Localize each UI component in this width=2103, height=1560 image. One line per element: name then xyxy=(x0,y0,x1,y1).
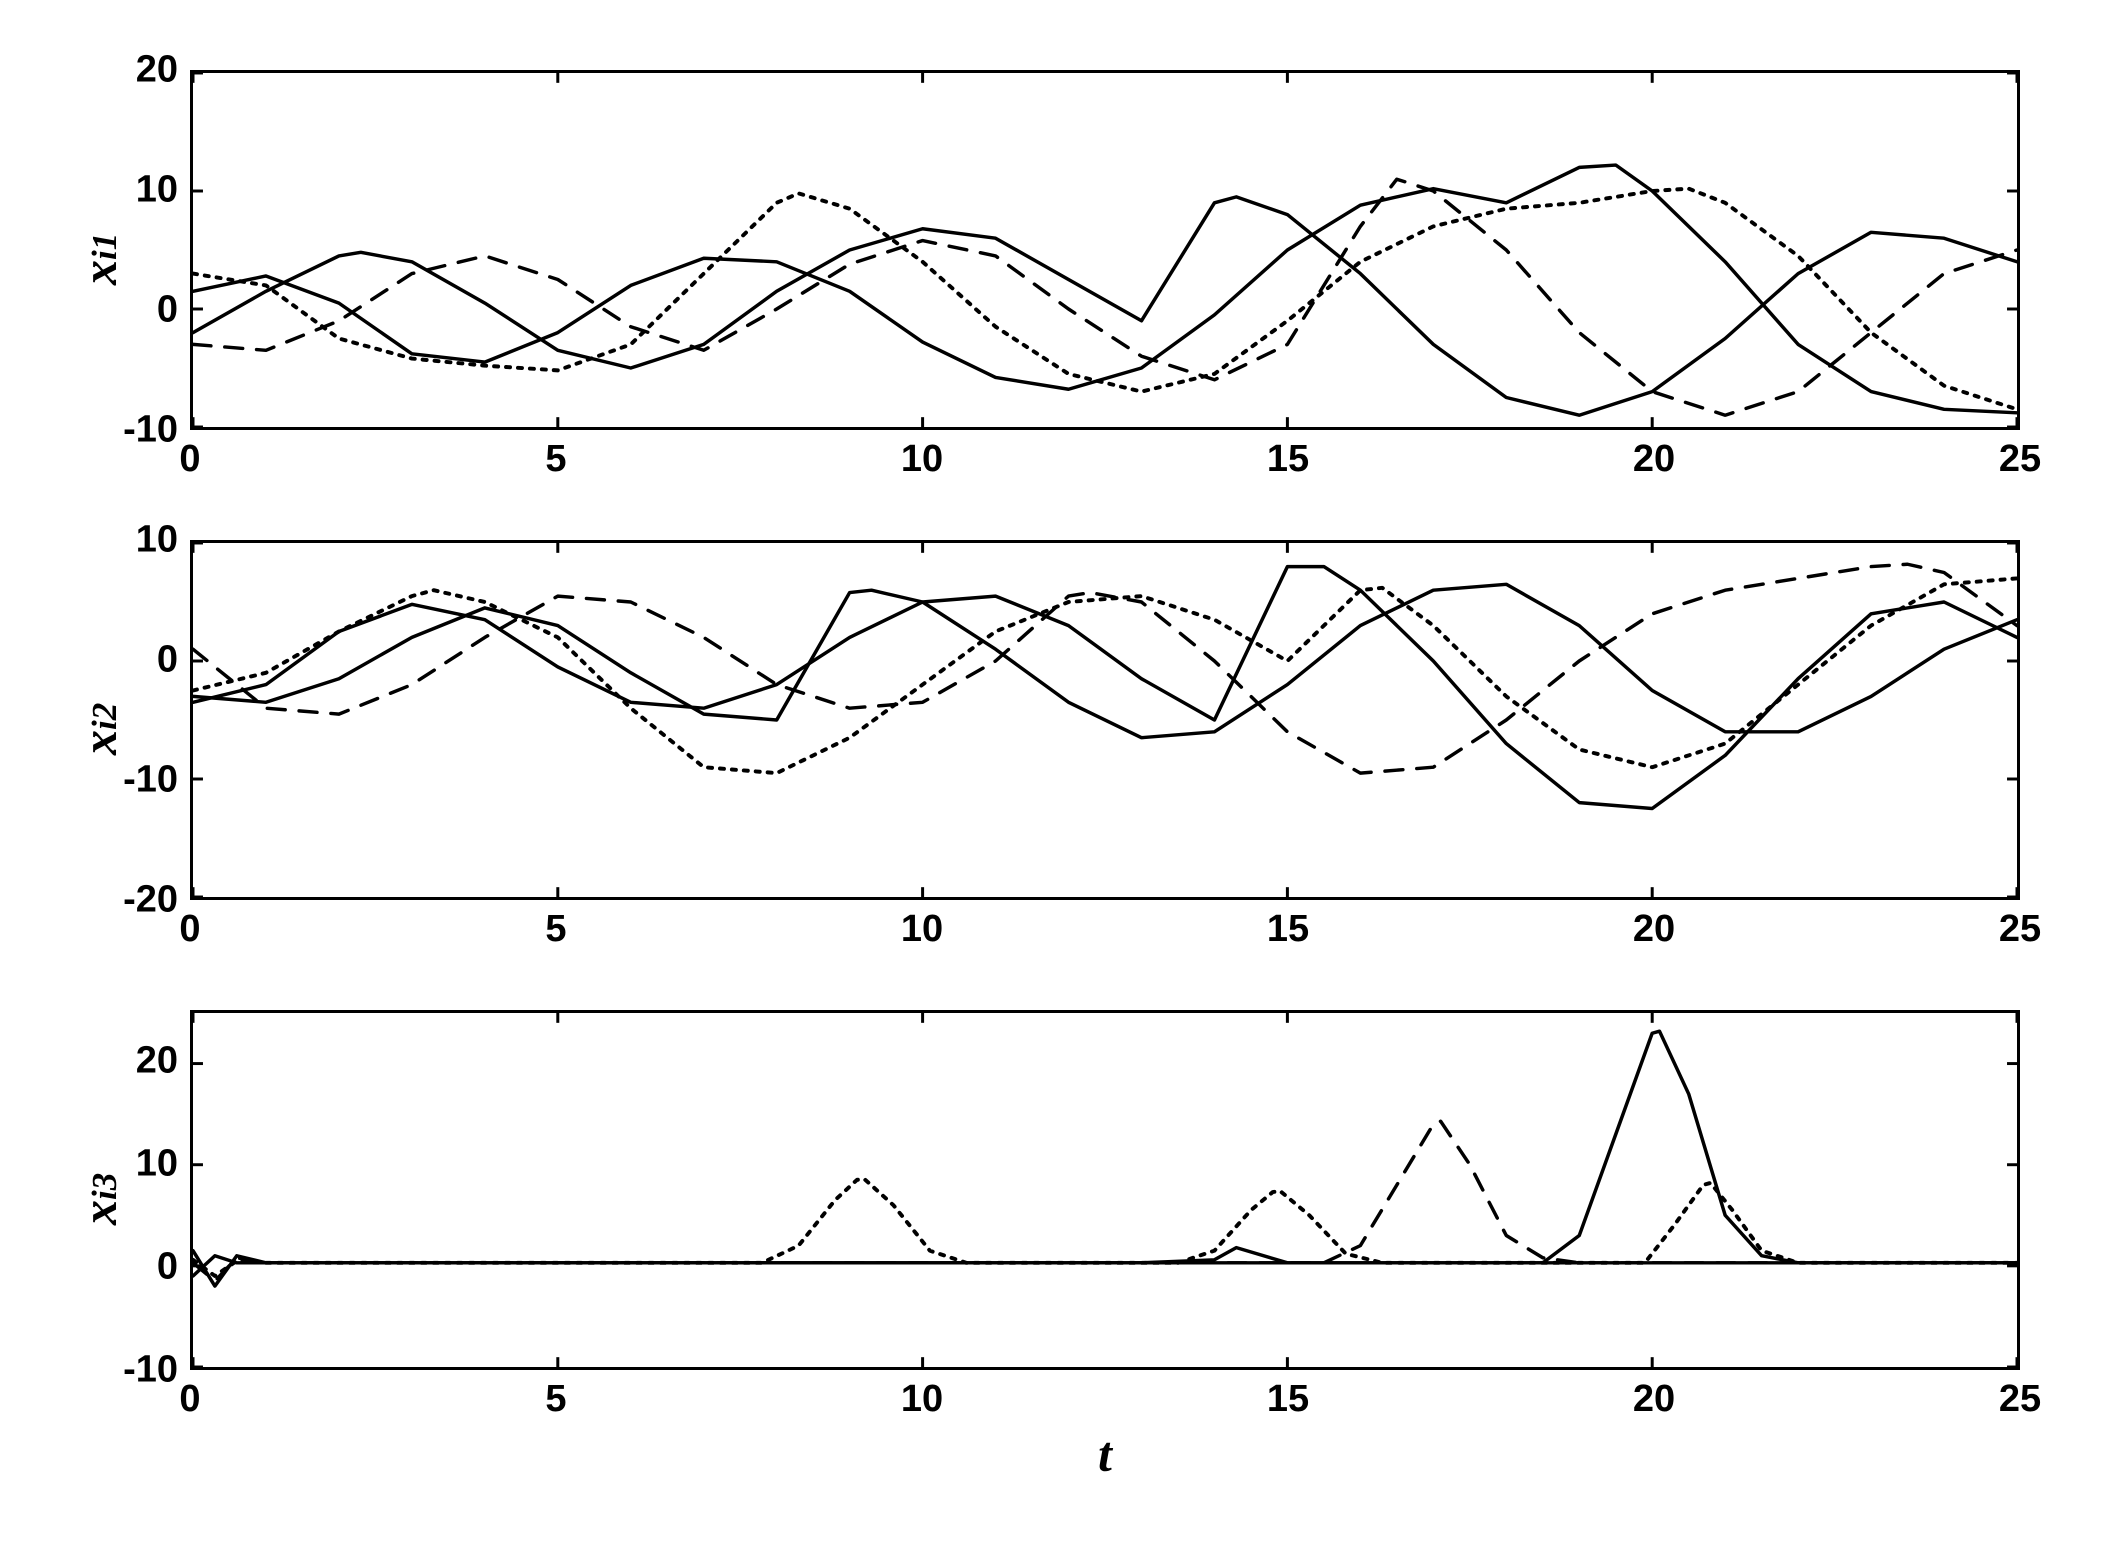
xlabel: t xyxy=(1098,1425,1112,1483)
ytick-label: 10 xyxy=(136,519,178,562)
panel2 xyxy=(190,540,2020,900)
xtick-label: 10 xyxy=(901,438,943,481)
ytick-label: -20 xyxy=(123,879,178,922)
xtick-label: 0 xyxy=(179,1378,200,1421)
ytick-label: 0 xyxy=(157,1246,178,1289)
xtick-label: 15 xyxy=(1267,438,1309,481)
series-solid2 xyxy=(193,584,2017,737)
xtick-label: 15 xyxy=(1267,908,1309,951)
xtick-label: 20 xyxy=(1633,438,1675,481)
xtick-label: 15 xyxy=(1267,1378,1309,1421)
xtick-label: 5 xyxy=(545,908,566,951)
ytick-label: -10 xyxy=(123,759,178,802)
ytick-label: 10 xyxy=(136,169,178,212)
xtick-label: 10 xyxy=(901,908,943,951)
series-solid xyxy=(193,567,2017,809)
panel1-plot xyxy=(193,73,2017,427)
xtick-label: 25 xyxy=(1999,908,2041,951)
series-dotted xyxy=(193,578,2017,773)
series-solid2 xyxy=(193,197,2017,415)
xtick-label: 5 xyxy=(545,438,566,481)
series-dashed xyxy=(193,564,2017,773)
ytick-label: 20 xyxy=(136,1040,178,1083)
xtick-label: 20 xyxy=(1633,1378,1675,1421)
ytick-label: 20 xyxy=(136,49,178,92)
xtick-label: 20 xyxy=(1633,908,1675,951)
series-dashed xyxy=(193,1121,2017,1281)
series-solid xyxy=(193,1031,2017,1286)
xtick-label: 10 xyxy=(901,1378,943,1421)
panel1 xyxy=(190,70,2020,430)
panel3-plot xyxy=(193,1013,2017,1367)
xtick-label: 25 xyxy=(1999,438,2041,481)
panel2-plot xyxy=(193,543,2017,897)
ytick-label: 0 xyxy=(157,289,178,332)
series-solid2 xyxy=(193,1256,2017,1276)
series-solid xyxy=(193,165,2017,413)
xtick-label: 0 xyxy=(179,438,200,481)
figure: 0510152025-1001020xi10510152025-20-10010… xyxy=(0,0,2103,1560)
ytick-label: 10 xyxy=(136,1143,178,1186)
panel2-ylabel: xi2 xyxy=(70,703,128,755)
xtick-label: 0 xyxy=(179,908,200,951)
ytick-label: -10 xyxy=(123,1349,178,1392)
xtick-label: 5 xyxy=(545,1378,566,1421)
xtick-label: 25 xyxy=(1999,1378,2041,1421)
panel3 xyxy=(190,1010,2020,1370)
ytick-label: 0 xyxy=(157,639,178,682)
panel1-ylabel: xi1 xyxy=(70,233,128,285)
panel3-ylabel: xi3 xyxy=(70,1173,128,1225)
ytick-label: -10 xyxy=(123,409,178,452)
